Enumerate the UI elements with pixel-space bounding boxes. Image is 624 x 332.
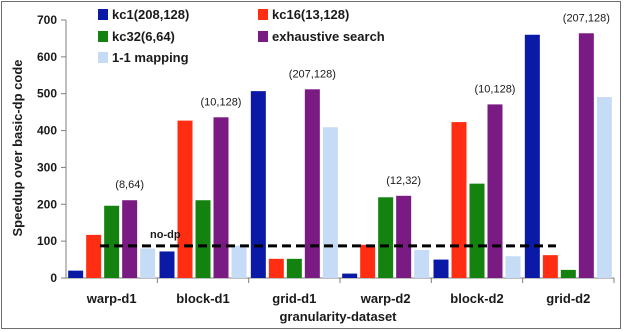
bar-grid-d1-1-1 mapping (322, 127, 338, 278)
x-category-label: warp-d2 (360, 291, 411, 306)
bar-block-d1-kc1(208,128) (159, 251, 175, 278)
config-annotation: (10,128) (475, 83, 516, 95)
bar-warp-d2-1-1 mapping (414, 249, 430, 278)
bar-warp-d1-kc32(6,64) (104, 205, 120, 278)
no-dp-label: no-dp (150, 229, 181, 241)
legend-label: 1-1 mapping (112, 50, 189, 65)
bar-block-d2-kc16(13,128) (451, 122, 467, 278)
bar-grid-d2-kc32(6,64) (560, 269, 576, 278)
bar-block-d2-kc32(6,64) (469, 183, 485, 278)
x-category-label: block-d2 (450, 291, 503, 306)
y-tick-label: 600 (37, 50, 57, 64)
bar-grid-d2-kc16(13,128) (542, 255, 558, 278)
bar-block-d1-kc32(6,64) (195, 200, 211, 278)
legend-swatch (98, 52, 108, 63)
config-annotation: (207,128) (289, 68, 336, 80)
y-tick-label: 500 (37, 87, 57, 101)
bar-warp-d2-exhaustive search (396, 195, 412, 278)
y-tick-label: 200 (37, 197, 57, 211)
bar-grid-d1-kc1(208,128) (250, 91, 266, 279)
bar-grid-d2-kc1(208,128) (524, 34, 540, 278)
y-tick-label: 400 (37, 124, 57, 138)
bar-grid-d1-kc32(6,64) (286, 258, 302, 278)
bar-block-d2-1-1 mapping (505, 256, 521, 278)
bar-grid-d2-1-1 mapping (596, 97, 612, 278)
y-axis-label: Speedup over basic-dp code (10, 60, 25, 237)
bar-warp-d2-kc1(208,128) (342, 273, 358, 278)
bar-grid-d1-kc16(13,128) (268, 258, 284, 278)
config-annotation: (8,64) (115, 179, 144, 191)
bar-warp-d1-1-1 mapping (140, 248, 156, 278)
y-tick-label: 300 (37, 160, 57, 174)
x-category-label: warp-d1 (86, 291, 137, 306)
bar-block-d1-1-1 mapping (231, 245, 247, 278)
legend-swatch (258, 9, 268, 20)
bar-block-d1-exhaustive search (213, 117, 229, 278)
bar-warp-d1-kc16(13,128) (86, 234, 102, 278)
legend-label: kc16(13,128) (272, 7, 349, 22)
legend-label: exhaustive search (272, 29, 385, 44)
bar-block-d2-exhaustive search (487, 104, 503, 278)
legend-label: kc32(6,64) (112, 29, 175, 44)
config-annotation: (10,128) (201, 96, 242, 108)
legend-label: kc1(208,128) (112, 7, 189, 22)
bar-block-d2-kc1(208,128) (433, 259, 449, 278)
legend-swatch (98, 31, 108, 42)
bar-warp-d2-kc32(6,64) (378, 197, 394, 278)
legend-swatch (98, 9, 108, 20)
y-tick-label: 0 (50, 271, 57, 285)
bar-grid-d2-exhaustive search (578, 33, 594, 278)
bar-grid-d1-exhaustive search (304, 89, 320, 278)
bar-warp-d1-exhaustive search (122, 200, 138, 278)
config-annotation: (207,128) (563, 12, 610, 24)
legend-swatch (258, 31, 268, 42)
y-tick-label: 700 (37, 13, 57, 27)
x-category-label: block-d1 (176, 291, 229, 306)
x-axis-label: granularity-dataset (279, 309, 397, 324)
x-category-label: grid-d2 (546, 291, 590, 306)
bar-warp-d1-kc1(208,128) (68, 270, 84, 278)
config-annotation: (12,32) (386, 175, 421, 187)
bar-block-d1-kc16(13,128) (177, 120, 193, 279)
x-category-label: grid-d1 (272, 291, 316, 306)
bar-warp-d2-kc16(13,128) (360, 244, 376, 278)
y-tick-label: 100 (37, 234, 57, 248)
